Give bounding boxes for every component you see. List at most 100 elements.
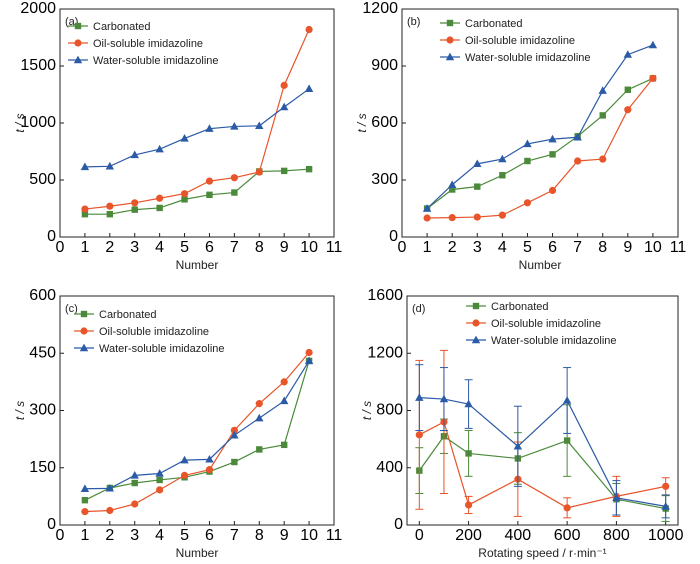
- legend: Carbonated Oil-soluble imidazoline Water-s…: [74, 309, 225, 355]
- legend-label: Oil-soluble imidazoline: [99, 326, 209, 338]
- y-tick-label: 450: [29, 344, 56, 361]
- data-point: [465, 450, 472, 457]
- data-point: [439, 394, 449, 403]
- data-point: [524, 157, 531, 165]
- x-tick-label: 3: [130, 239, 139, 256]
- data-point: [304, 356, 314, 365]
- data-point: [598, 86, 607, 94]
- series-line: [418, 435, 666, 510]
- series-0: [81, 357, 313, 504]
- data-point: [280, 81, 288, 89]
- x-tick-label: 4: [155, 527, 164, 544]
- x-tick-label: 2: [105, 527, 114, 544]
- data-point: [422, 204, 432, 212]
- data-point: [156, 204, 163, 212]
- data-point: [305, 348, 313, 357]
- y-tick-label: 400: [376, 459, 403, 476]
- x-axis-label: Number: [176, 258, 219, 272]
- x-tick-label: 0: [56, 527, 65, 544]
- data-point: [131, 500, 139, 508]
- series-0: [415, 404, 670, 522]
- data-point: [155, 469, 164, 477]
- data-point: [474, 183, 481, 190]
- legend-marker: [74, 22, 82, 30]
- x-tick-label: 0: [56, 239, 65, 256]
- legend-marker: [73, 55, 83, 64]
- data-point: [106, 506, 114, 515]
- x-tick-label: 200: [455, 527, 482, 544]
- data-point: [180, 190, 189, 198]
- x-tick-label: 0: [415, 527, 424, 544]
- series-1: [81, 348, 313, 516]
- data-point: [523, 199, 532, 207]
- legend-marker: [445, 52, 455, 61]
- data-point: [81, 211, 89, 218]
- data-point: [230, 174, 238, 182]
- y-tick-label: 1600: [367, 287, 403, 304]
- data-point: [205, 466, 214, 474]
- y-tick-label: 300: [371, 171, 398, 188]
- x-axis-label: Number: [519, 258, 562, 272]
- legend-label: Carbonated: [99, 309, 157, 321]
- x-tick-label: 11: [326, 239, 343, 256]
- y-tick-label: 0: [47, 516, 56, 533]
- legend-marker: [80, 327, 88, 335]
- y-tick-label: 1200: [367, 344, 403, 361]
- legend-label: Water-soluble imidazoline: [99, 343, 225, 355]
- data-point: [473, 159, 482, 168]
- panel-label: (b): [407, 16, 420, 28]
- data-point: [231, 458, 238, 466]
- series-line: [419, 397, 666, 507]
- data-point: [279, 102, 289, 111]
- data-point: [612, 493, 621, 502]
- y-tick-label: 600: [371, 114, 398, 131]
- data-point: [423, 214, 431, 222]
- legend-marker: [79, 343, 89, 352]
- x-tick-label: 6: [205, 527, 214, 544]
- data-point: [279, 396, 289, 405]
- legend-item: Carbonated: [440, 18, 523, 30]
- data-point: [649, 74, 657, 82]
- legend-label: Water-soluble imidazoline: [491, 335, 617, 347]
- data-point: [415, 393, 424, 401]
- data-point: [624, 106, 632, 114]
- legend-marker: [471, 335, 481, 344]
- y-tick-label: 800: [376, 402, 403, 419]
- data-point: [131, 206, 138, 213]
- legend-item: Oil-soluble imidazoline: [440, 35, 575, 47]
- x-tick-label: 800: [603, 527, 630, 544]
- x-tick-label: 7: [230, 527, 239, 544]
- legend: Carbonated Oil-soluble imidazoline Water-s…: [440, 18, 591, 64]
- data-point: [255, 121, 264, 130]
- data-point: [106, 202, 114, 210]
- x-tick-label: 6: [205, 239, 214, 256]
- data-point: [131, 479, 138, 487]
- x-tick-label: 6: [548, 239, 557, 256]
- x-tick-label: 10: [300, 527, 318, 544]
- data-point: [648, 40, 658, 49]
- series-line: [84, 360, 310, 501]
- x-tick-label: 4: [155, 239, 164, 256]
- legend-item: Water-soluble imidazoline: [466, 335, 617, 347]
- series-2: [415, 364, 670, 519]
- series-1: [415, 349, 670, 519]
- legend: Carbonated Oil-soluble imidazoline Water-s…: [68, 21, 219, 67]
- data-point: [499, 172, 506, 179]
- data-point: [473, 213, 481, 221]
- data-point: [155, 144, 164, 153]
- legend-marker: [446, 36, 454, 44]
- legend-item: Carbonated: [74, 309, 157, 321]
- x-tick-label: 3: [130, 527, 139, 544]
- data-point: [230, 122, 239, 130]
- y-tick-label: 1500: [20, 57, 56, 74]
- legend-marker: [446, 19, 454, 27]
- chart-panel-d: 0 200 400 600 800 1000 0 400 800 1200 1600 Rotating…: [360, 287, 684, 560]
- y-axis-label: t / s: [13, 401, 27, 420]
- data-point: [498, 154, 507, 163]
- data-point: [255, 168, 263, 176]
- data-point: [305, 165, 313, 173]
- data-point: [180, 471, 189, 479]
- legend-item: Oil-soluble imidazoline: [466, 318, 601, 330]
- data-point: [280, 441, 288, 449]
- data-point: [415, 431, 423, 439]
